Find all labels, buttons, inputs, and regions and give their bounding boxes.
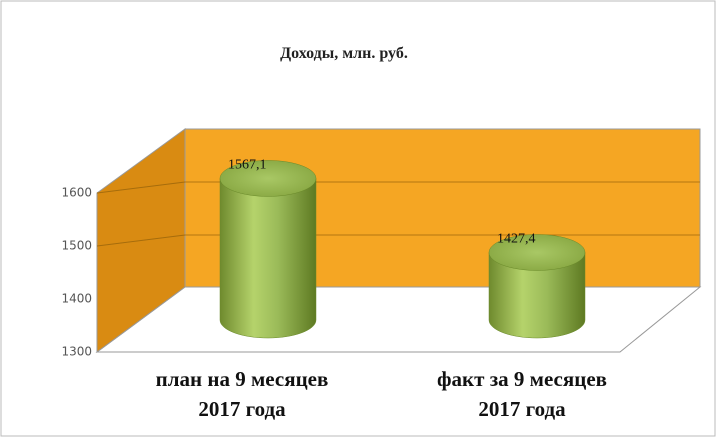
x-tick-label: 2017 года (198, 397, 286, 421)
x-tick-label: план на 9 месяцев (156, 367, 329, 391)
x-tick-label: факт за 9 месяцев (437, 367, 607, 391)
bar-top (488, 234, 586, 271)
chart-title: Доходы, млн. руб. (280, 45, 408, 62)
y-tick-label: 1300 (61, 345, 92, 359)
y-tick-label: 1600 (61, 186, 92, 200)
y-tick-label: 1500 (61, 239, 92, 253)
value-label: 1427,4 (497, 231, 536, 246)
bar (488, 252, 586, 339)
value-label: 1567,1 (228, 157, 267, 172)
grid-line (96, 234, 186, 247)
floor (95, 286, 702, 353)
bar-top (219, 160, 317, 197)
y-tick-label: 1400 (61, 292, 92, 306)
x-tick-label: 2017 года (478, 397, 566, 421)
grid-line (96, 181, 186, 194)
bar (219, 178, 317, 339)
